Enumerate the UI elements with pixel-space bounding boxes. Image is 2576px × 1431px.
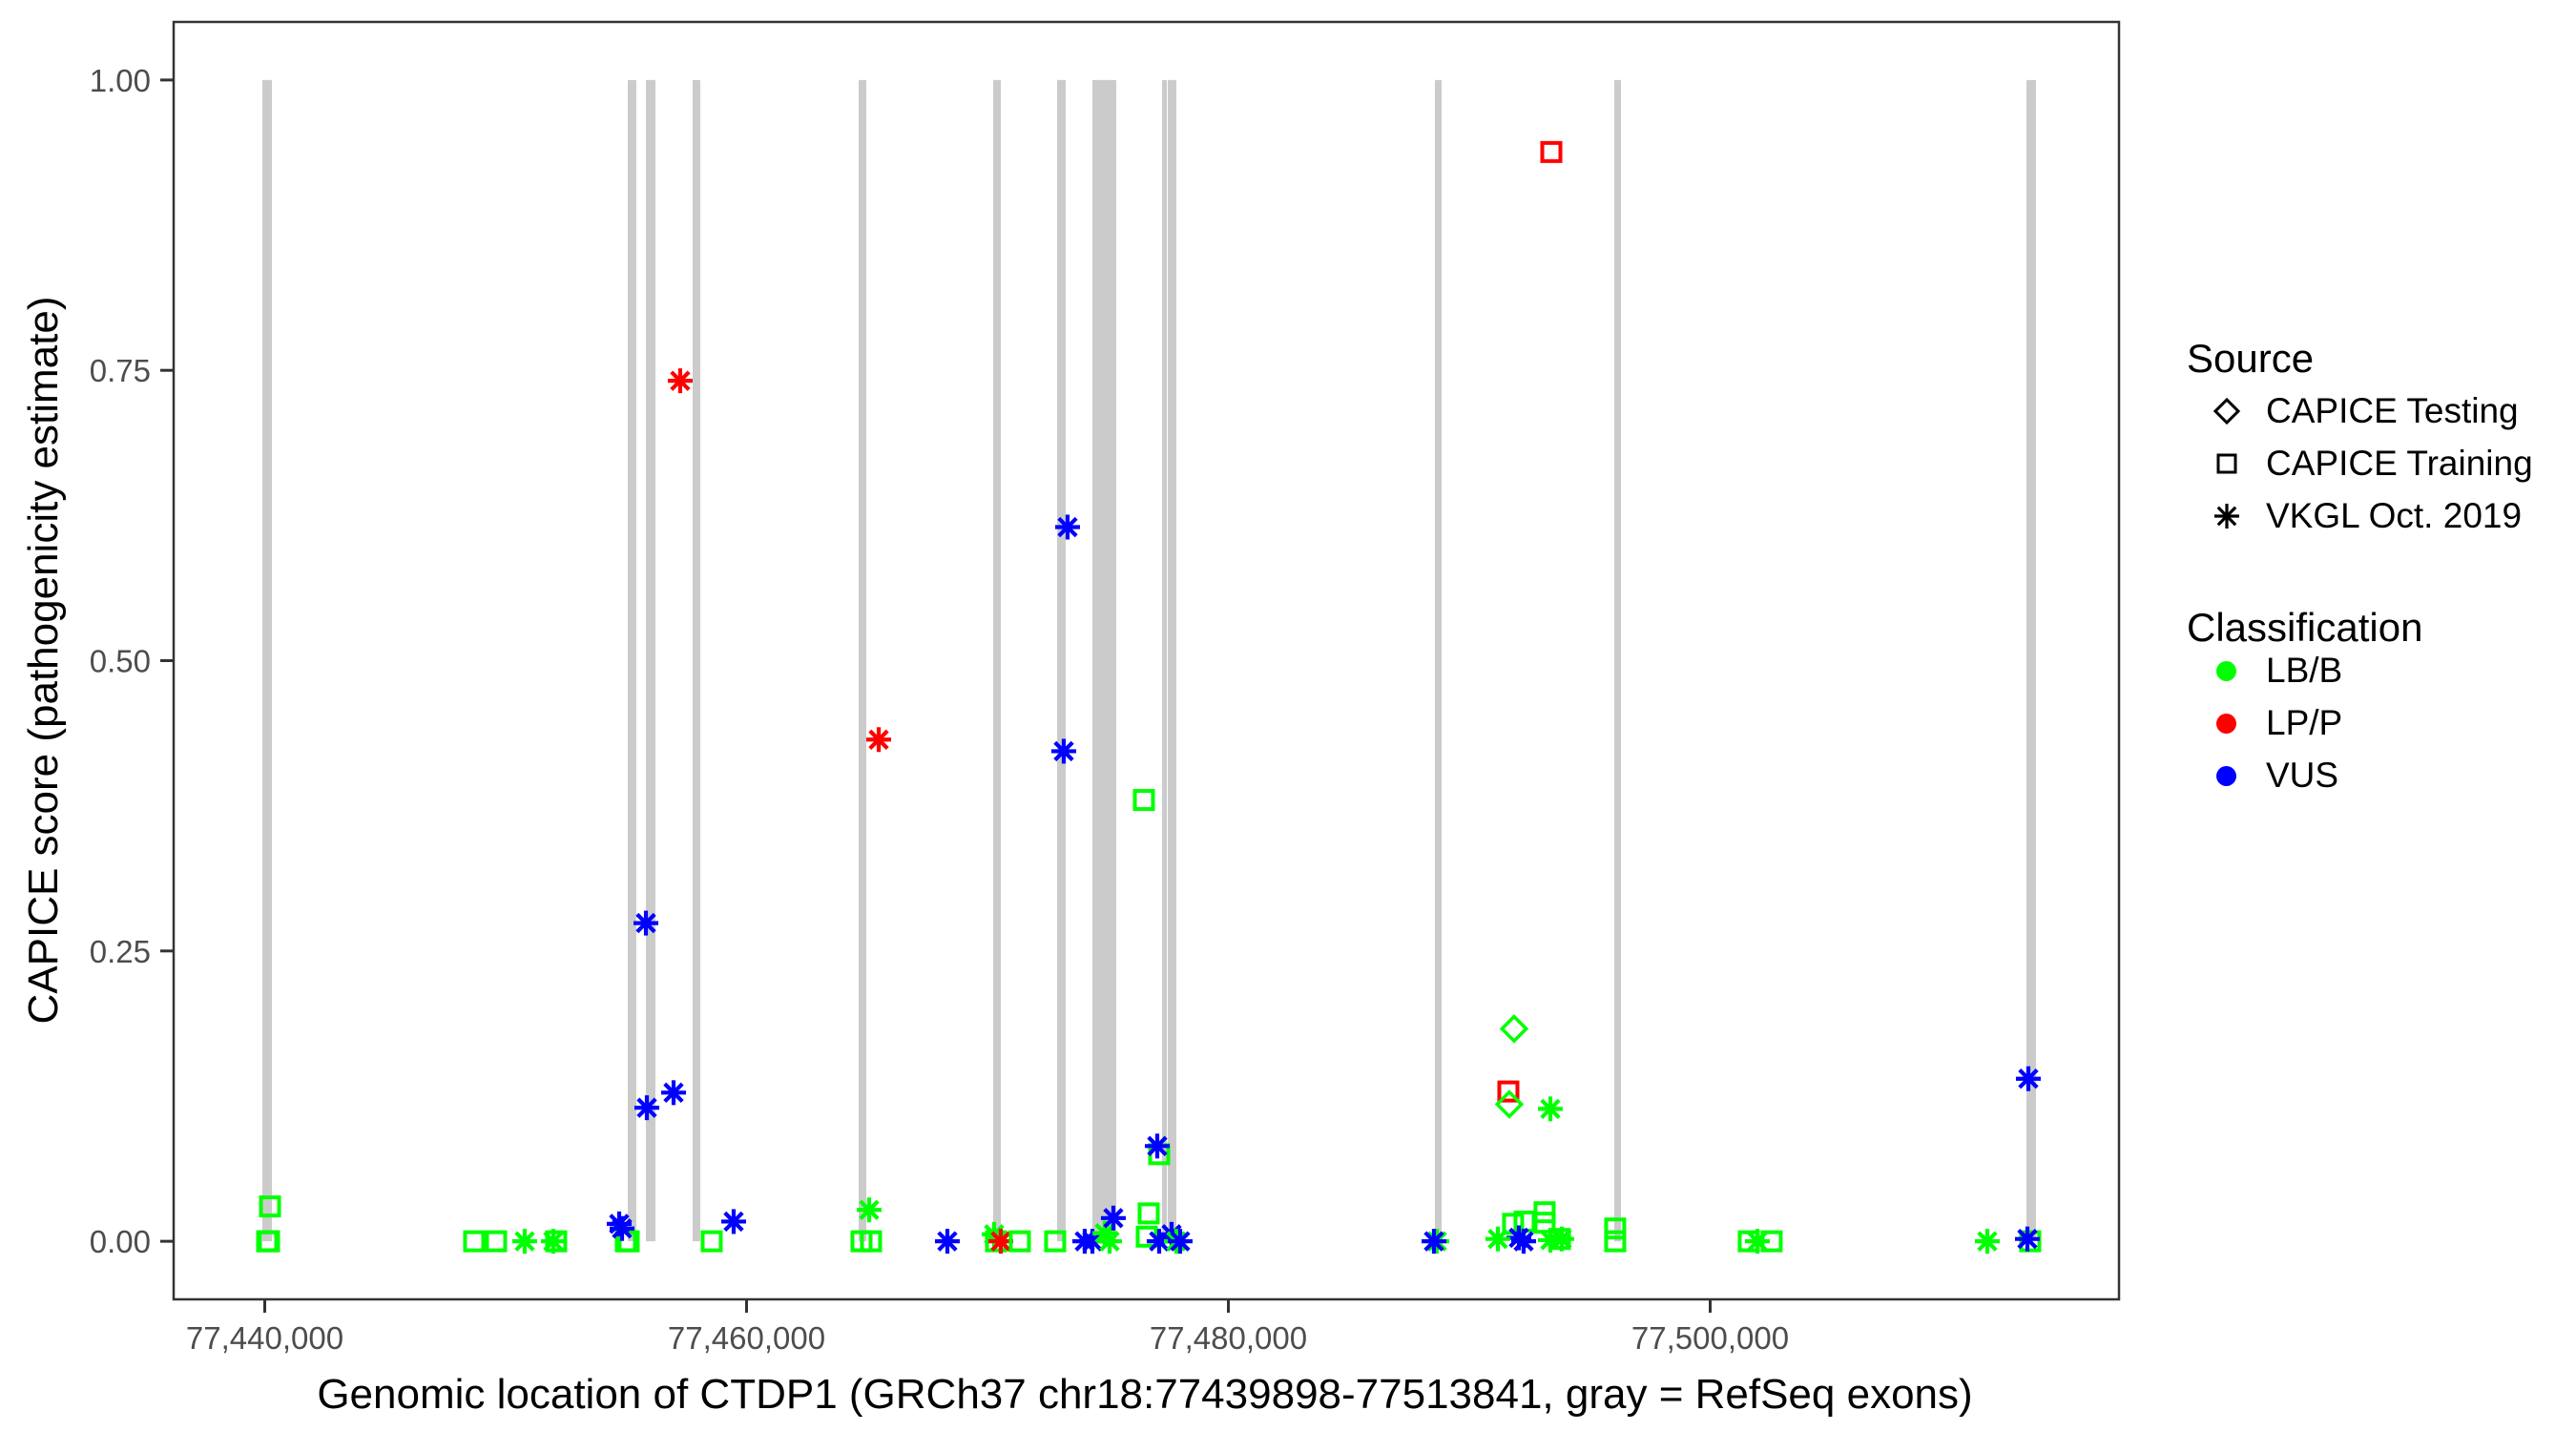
- legend-item-vkgl: VKGL Oct. 2019: [2187, 495, 2522, 537]
- svg-text:0.25: 0.25: [90, 934, 151, 969]
- x-axis-title: Genomic location of CTDP1 (GRCh37 chr18:…: [317, 1371, 1973, 1418]
- legend-item-capice-testing: CAPICE Testing: [2187, 390, 2519, 432]
- svg-text:77,480,000: 77,480,000: [1150, 1320, 1307, 1356]
- svg-text:0.50: 0.50: [90, 644, 151, 679]
- legend-item-lpp: LP/P: [2187, 702, 2342, 744]
- legend-item-label: LP/P: [2266, 703, 2343, 742]
- legend-item-label: VUS: [2266, 756, 2339, 795]
- legend-source-title: Source: [2187, 336, 2315, 381]
- legend-item-vus: VUS: [2187, 755, 2338, 797]
- svg-text:1.00: 1.00: [90, 63, 151, 98]
- legend: Source CAPICE Testing CAPICE Training: [2187, 336, 2573, 908]
- svg-text:0.75: 0.75: [90, 353, 151, 388]
- diamond-icon: [2187, 392, 2266, 430]
- legend-item-lbb: LB/B: [2187, 650, 2342, 692]
- legend-item-label: CAPICE Testing: [2266, 391, 2519, 430]
- legend-item-label: LB/B: [2266, 651, 2343, 690]
- asterisk-icon: [2187, 497, 2266, 535]
- svg-text:77,440,000: 77,440,000: [186, 1320, 343, 1356]
- vus-dot-icon: [2187, 765, 2266, 786]
- legend-classification-title: Classification: [2187, 605, 2423, 650]
- legend-item-capice-training: CAPICE Training: [2187, 443, 2533, 485]
- legend-item-label: VKGL Oct. 2019: [2266, 496, 2523, 535]
- lpp-dot-icon: [2187, 713, 2266, 734]
- square-icon: [2187, 445, 2266, 483]
- legend-item-label: CAPICE Training: [2266, 444, 2533, 483]
- lbb-dot-icon: [2187, 660, 2266, 681]
- svg-text:77,460,000: 77,460,000: [668, 1320, 825, 1356]
- svg-text:0.00: 0.00: [90, 1224, 151, 1259]
- svg-text:77,500,000: 77,500,000: [1631, 1320, 1789, 1356]
